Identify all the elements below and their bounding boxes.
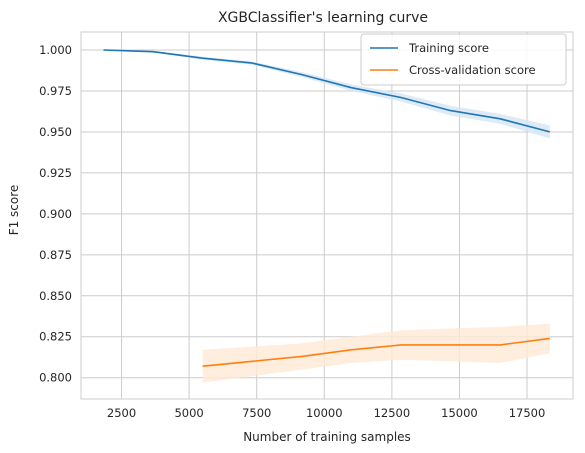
y-tick-label: 0.925 (39, 166, 72, 180)
y-axis-label: F1 score (7, 185, 21, 236)
x-tick-label: 15000 (441, 406, 478, 420)
series-line-training (103, 49, 551, 133)
series-lines (103, 49, 551, 367)
x-tick-label: 17500 (509, 406, 546, 420)
plot-frame (80, 31, 574, 400)
legend-box (360, 33, 567, 86)
x-tick-label: 7500 (242, 406, 271, 420)
x-tick-label: 10000 (306, 406, 343, 420)
legend-label-training: Training score (408, 41, 489, 55)
y-tick-label: 0.975 (39, 84, 72, 98)
y-tick-label: 1.000 (39, 43, 72, 57)
confidence-band-cv (202, 323, 550, 383)
y-tick-labels: 0.800 0.825 0.850 0.875 0.900 0.925 0.950 0.975… (39, 43, 72, 385)
confidence-bands (103, 50, 550, 383)
y-tick-label: 0.825 (39, 330, 72, 344)
x-tick-labels: 2500 5000 7500 10000 12500 15000 17500 (107, 406, 545, 420)
legend: Training score Cross-validation score (360, 33, 567, 86)
x-tick-label: 2500 (107, 406, 136, 420)
x-tick-label: 12500 (374, 406, 411, 420)
series-line-cv (202, 337, 550, 367)
grid (81, 32, 573, 399)
x-axis-label: Number of training samples (243, 430, 411, 444)
legend-label-cv: Cross-validation score (409, 63, 536, 77)
y-tick-label: 0.900 (39, 207, 72, 221)
x-tick-label: 5000 (174, 406, 203, 420)
y-tick-label: 0.800 (39, 371, 72, 385)
y-tick-label: 0.950 (39, 125, 72, 139)
chart-title: XGBClassifier's learning curve (218, 10, 428, 26)
y-tick-label: 0.875 (39, 248, 72, 262)
y-tick-label: 0.850 (39, 289, 72, 303)
